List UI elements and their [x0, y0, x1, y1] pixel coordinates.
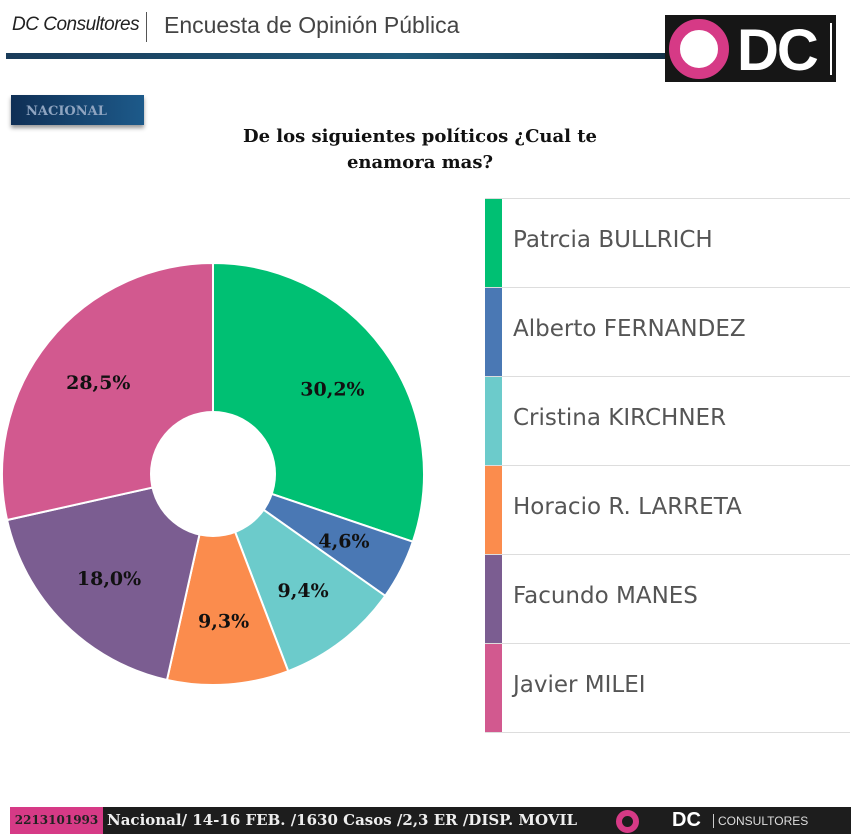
legend-item: Alberto FERNANDEZ — [485, 287, 850, 376]
legend-item: Facundo MANES — [485, 554, 850, 643]
header-title: Encuesta de Opinión Pública — [164, 12, 460, 38]
header-brand: DC Consultores — [12, 14, 140, 35]
slice-label: 4,6% — [318, 531, 369, 553]
slice-label: 9,3% — [198, 611, 249, 633]
legend-label: Facundo MANES — [513, 583, 698, 609]
slice-horacio-r-larreta — [165, 470, 290, 686]
legend-label: Cristina KIRCHNER — [513, 405, 727, 431]
slice-cristina-kirchner — [210, 471, 387, 673]
region-badge-label: NACIONAL — [26, 104, 107, 119]
footer-details: Nacional/ 14-16 FEB. /1630 Casos /2,3 ER… — [107, 811, 578, 829]
legend-item: Patrcia BULLRICH — [485, 198, 850, 287]
legend-swatch — [485, 555, 502, 643]
slice-label: 30,2% — [300, 378, 364, 400]
logo-text: DC — [737, 18, 819, 83]
legend-item: Horacio R. LARRETA — [485, 465, 850, 554]
dc-logo: DC — [665, 15, 836, 83]
donut-chart: 30,2% 4,6% 9,4% 9,3% 18,0% 28,5% — [1, 261, 425, 686]
legend-swatch — [485, 466, 502, 554]
legend-item: Cristina KIRCHNER — [485, 376, 850, 465]
donut-hole — [150, 411, 276, 537]
legend-label: Alberto FERNANDEZ — [513, 316, 746, 342]
footer-phone: 2213101993 — [10, 807, 103, 834]
slice-label: 18,0% — [77, 568, 141, 590]
region-badge: NACIONAL — [11, 95, 144, 125]
header-rule — [6, 53, 666, 59]
legend-label: Horacio R. LARRETA — [513, 494, 742, 520]
footer-logo-ring-icon — [616, 810, 639, 833]
legend-swatch — [485, 288, 502, 376]
footer-logo-dc: DC — [672, 809, 701, 831]
slice-label: 9,4% — [278, 580, 329, 602]
logo-bar — [830, 23, 832, 75]
chart-legend: Patrcia BULLRICH Alberto FERNANDEZ Cristin… — [485, 198, 850, 733]
logo-ring-icon — [669, 19, 729, 79]
slice-facundo-manes — [5, 472, 215, 682]
footer-logo-text: CONSULTORES — [713, 814, 808, 828]
legend-swatch — [485, 644, 502, 732]
legend-label: Patrcia BULLRICH — [513, 227, 713, 253]
chart-title: De los siguientes políticos ¿Cual te ena… — [242, 126, 598, 173]
slice-label: 28,5% — [66, 372, 130, 394]
legend-swatch — [485, 377, 502, 465]
legend-swatch — [485, 199, 502, 287]
legend-item: Javier MILEI — [485, 643, 850, 733]
legend-label: Javier MILEI — [513, 672, 646, 698]
footer-bar: 2213101993 Nacional/ 14-16 FEB. /1630 Ca… — [10, 807, 851, 834]
header-divider — [146, 12, 147, 42]
